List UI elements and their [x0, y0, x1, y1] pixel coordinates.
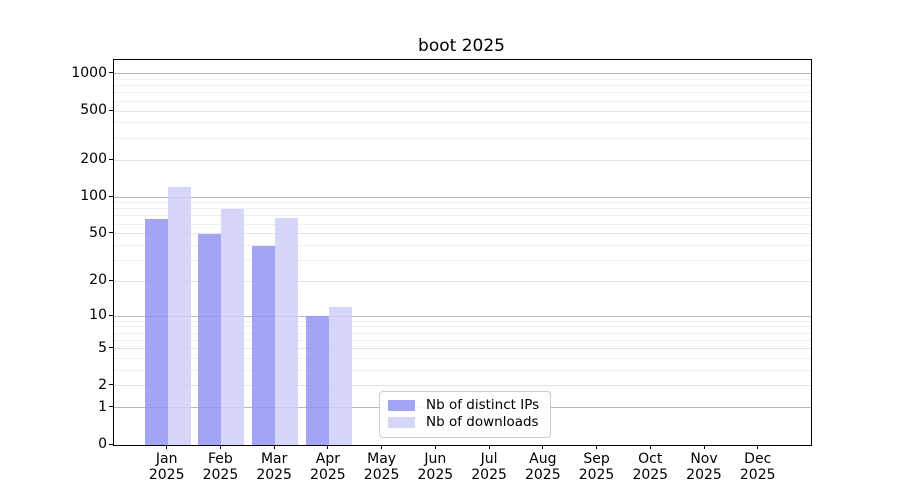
y-tick-mark: [109, 279, 113, 281]
legend-swatch-distinct-ips: [388, 400, 415, 411]
gridline-minor: [114, 332, 811, 334]
y-tick-label: 2: [98, 376, 107, 393]
y-tick-label: 200: [80, 151, 107, 168]
bar-downloads-mar-2025: [275, 218, 299, 445]
gridline-minor: [114, 348, 811, 350]
bar-distinct-ips-feb-2025: [198, 233, 222, 445]
bar-downloads-jan-2025: [167, 187, 191, 445]
bar-distinct-ips-apr-2025: [305, 316, 329, 445]
bar-distinct-ips-jan-2025: [144, 219, 168, 445]
y-tick-label: 50: [89, 224, 107, 241]
x-tick-mark: [166, 445, 168, 449]
gridline-minor: [114, 208, 811, 210]
gridline-minor: [114, 137, 811, 139]
x-tick-mark: [327, 445, 329, 449]
gridline-minor: [114, 339, 811, 341]
gridline-minor: [114, 223, 811, 225]
y-tick-mark: [109, 443, 113, 445]
y-tick-mark: [109, 384, 113, 386]
y-tick-mark: [109, 109, 113, 111]
legend-swatch-downloads: [388, 417, 415, 428]
gridline-minor: [114, 358, 811, 360]
x-tick-label-aug-2025: Aug 2025: [524, 451, 561, 483]
gridline-minor: [114, 215, 811, 217]
legend-item-downloads: Nb of downloads: [388, 414, 539, 431]
bar-downloads-feb-2025: [221, 208, 245, 445]
y-tick-label: 20: [89, 272, 107, 289]
gridline-major: [114, 73, 811, 75]
legend-item-distinct-ips: Nb of distinct IPs: [388, 397, 539, 414]
y-tick-mark: [109, 158, 113, 160]
x-tick-mark: [596, 445, 598, 449]
bar-distinct-ips-mar-2025: [252, 245, 276, 445]
gridline-minor: [114, 100, 811, 102]
gridline-major: [114, 196, 811, 198]
gridline-minor: [114, 233, 811, 235]
y-tick-label: 1: [98, 398, 107, 415]
y-tick-mark: [109, 232, 113, 234]
chart-title: boot 2025: [418, 36, 505, 56]
plot-area: [113, 59, 812, 446]
x-tick-label-may-2025: May 2025: [363, 451, 400, 483]
gridline-minor: [114, 244, 811, 246]
x-tick-mark: [273, 445, 275, 449]
x-tick-label-feb-2025: Feb 2025: [202, 451, 239, 483]
x-tick-label-apr-2025: Apr 2025: [310, 451, 346, 483]
y-tick-label: 100: [80, 188, 107, 205]
y-tick-label: 1000: [71, 64, 107, 81]
x-tick-label-sep-2025: Sep 2025: [578, 451, 615, 483]
gridline-minor: [114, 122, 811, 124]
gridline-minor: [114, 85, 811, 87]
y-tick-mark: [109, 314, 113, 316]
x-tick-label-mar-2025: Mar 2025: [256, 451, 292, 483]
gridline-minor: [114, 320, 811, 322]
x-tick-label-jun-2025: Jun 2025: [417, 451, 454, 483]
gridline-minor: [114, 79, 811, 80]
gridline-minor: [114, 159, 811, 161]
gridline-minor: [114, 92, 811, 94]
x-tick-mark: [381, 445, 383, 449]
x-tick-label-jul-2025: Jul 2025: [471, 451, 507, 483]
x-tick-mark: [649, 445, 651, 449]
gridline-minor: [114, 260, 811, 262]
x-tick-label-oct-2025: Oct 2025: [632, 451, 669, 483]
x-tick-mark: [219, 445, 221, 449]
legend-label-downloads: Nb of downloads: [426, 414, 539, 430]
x-tick-mark: [757, 445, 759, 449]
x-tick-label-jan-2025: Jan 2025: [148, 451, 185, 483]
x-tick-mark: [488, 445, 490, 449]
legend-label-distinct-ips: Nb of distinct IPs: [426, 397, 540, 413]
gridline-minor: [114, 326, 811, 328]
y-tick-mark: [109, 195, 113, 197]
y-tick-label: 500: [80, 102, 107, 119]
gridline-major: [114, 315, 811, 317]
gridline-minor: [114, 110, 811, 112]
gridline-minor: [114, 280, 811, 282]
legend: Nb of distinct IPs Nb of downloads: [379, 391, 552, 438]
x-tick-mark: [434, 445, 436, 449]
bar-downloads-apr-2025: [328, 307, 352, 445]
y-tick-mark: [109, 406, 113, 408]
gridline-minor: [114, 202, 811, 204]
gridline-minor: [114, 385, 811, 387]
y-tick-label: 0: [98, 436, 107, 452]
x-tick-label-dec-2025: Dec 2025: [739, 451, 776, 483]
y-tick-label: 5: [98, 339, 107, 356]
y-tick-mark: [109, 72, 113, 74]
gridline-minor: [114, 370, 811, 372]
x-tick-mark: [542, 445, 544, 449]
y-tick-mark: [109, 347, 113, 349]
y-tick-label: 10: [89, 307, 107, 324]
x-tick-mark: [703, 445, 705, 449]
x-tick-label-nov-2025: Nov 2025: [686, 451, 722, 483]
